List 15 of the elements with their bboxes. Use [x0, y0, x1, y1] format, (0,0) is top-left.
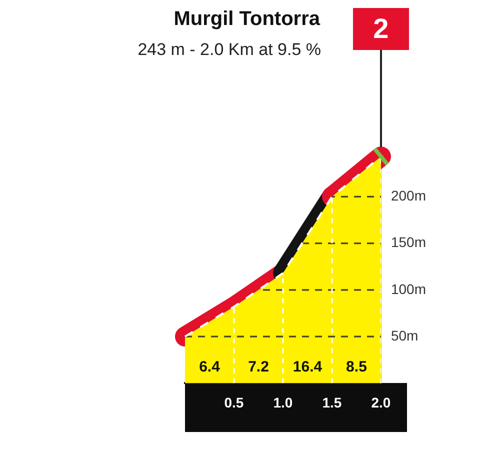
x-tick-label: 0.5 — [224, 394, 244, 410]
x-tick-label: 1.5 — [322, 394, 342, 410]
annotation: 7.2 — [248, 358, 269, 376]
y-tick-label: 50m — [390, 327, 418, 344]
text: 2 — [352, 8, 409, 50]
y-tick-label: 100m — [390, 280, 426, 297]
y-tick-label: 200m — [390, 188, 426, 204]
chart-subtitle: 243 m - 2.0 Km at 9.5 % — [138, 40, 321, 60]
x-tick-label: 1.0 — [273, 394, 293, 410]
annotation: 6.4 — [199, 358, 221, 376]
annotation: 8.5 — [346, 358, 367, 376]
annotation: 16.4 — [292, 358, 323, 376]
x-tick-label: 2.0 — [371, 394, 391, 410]
y-tick-label: 150m — [390, 234, 426, 250]
chart-title: Murgil Tontorra — [174, 8, 320, 31]
